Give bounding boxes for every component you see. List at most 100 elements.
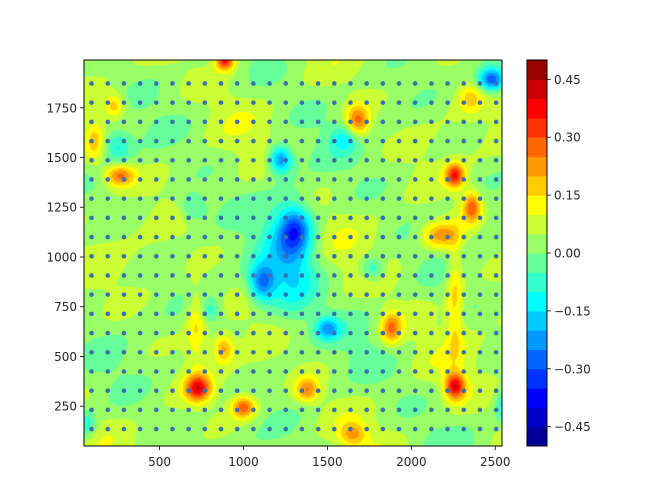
scatter-point — [153, 273, 159, 278]
plot-area — [83, 59, 503, 447]
scatter-point — [170, 369, 175, 374]
scatter-point — [461, 234, 467, 240]
scatter-point — [234, 330, 240, 336]
colorbar: −0.45 −0.30 −0.15 0.00 0.15 0.30 0.45 — [526, 59, 591, 447]
scatter-point — [186, 330, 191, 336]
scatter-point — [396, 157, 402, 163]
scatter-point — [186, 292, 191, 297]
scatter-point — [332, 81, 337, 86]
scatter-point — [251, 426, 256, 432]
scatter-point — [121, 369, 127, 374]
scatter-point — [461, 253, 467, 259]
scatter-point — [186, 369, 191, 374]
scatter-point — [364, 311, 369, 317]
colorbar-band — [527, 156, 547, 177]
scatter-point — [202, 119, 208, 125]
scatter-point — [170, 253, 175, 259]
scatter-point — [186, 196, 191, 201]
scatter-point — [186, 349, 191, 355]
colorbar-band — [527, 388, 547, 408]
scatter-point — [283, 177, 289, 182]
scatter-point — [364, 349, 369, 355]
scatter-point — [267, 100, 272, 105]
scatter-point — [315, 292, 321, 297]
scatter-point — [364, 81, 369, 86]
scatter-point — [461, 119, 467, 125]
scatter-point — [412, 388, 418, 393]
scatter-point — [477, 292, 483, 297]
scatter-point — [299, 311, 305, 317]
scatter-point — [137, 100, 143, 105]
scatter-point — [137, 407, 143, 413]
scatter-point — [267, 369, 272, 374]
scatter-point — [364, 100, 369, 105]
colorbar-band — [527, 137, 547, 157]
scatter-point — [202, 349, 208, 355]
scatter-point — [283, 273, 289, 278]
scatter-point — [493, 349, 499, 355]
scatter-point — [412, 177, 418, 182]
scatter-point — [186, 100, 191, 105]
scatter-point — [348, 100, 353, 105]
scatter-point — [251, 177, 256, 182]
scatter-point — [89, 311, 94, 317]
scatter-point — [234, 138, 240, 144]
scatter-point — [89, 215, 94, 221]
scatter-point — [445, 100, 450, 105]
scatter-point — [137, 138, 143, 144]
scatter-point — [267, 253, 272, 259]
scatter-point — [429, 273, 434, 278]
scatter-point — [380, 330, 386, 336]
scatter-point — [380, 100, 386, 105]
scatter-point — [283, 407, 289, 413]
scatter-point — [137, 311, 143, 317]
scatter-point — [267, 292, 272, 297]
scatter-point — [137, 157, 143, 163]
scatter-point — [202, 100, 208, 105]
scatter-point — [137, 292, 143, 297]
scatter-point — [170, 407, 175, 413]
scatter-point — [412, 273, 418, 278]
x-tick-label: 1500 — [312, 455, 343, 469]
scatter-point — [364, 388, 369, 393]
scatter-point — [283, 138, 289, 144]
scatter-point — [153, 196, 159, 201]
colorbar-band — [527, 330, 547, 350]
scatter-point — [380, 292, 386, 297]
scatter-point — [251, 369, 256, 374]
scatter-point — [105, 253, 111, 259]
scatter-point — [202, 273, 208, 278]
scatter-point — [445, 349, 450, 355]
colorbar-band — [527, 175, 547, 196]
scatter-point — [283, 234, 289, 240]
scatter-point — [121, 119, 127, 125]
scatter-point — [89, 81, 94, 86]
scatter-point — [493, 81, 499, 86]
contour-fill — [84, 60, 502, 446]
scatter-point — [445, 234, 450, 240]
scatter-point — [332, 157, 337, 163]
scatter-point — [429, 311, 434, 317]
scatter-point — [267, 234, 272, 240]
scatter-point — [299, 253, 305, 259]
scatter-point — [396, 196, 402, 201]
colorbar-tick-label: −0.15 — [554, 304, 591, 318]
scatter-point — [461, 177, 467, 182]
scatter-point — [364, 234, 369, 240]
scatter-point — [477, 100, 483, 105]
colorbar-tick-label: 0.30 — [554, 131, 581, 145]
scatter-point — [332, 349, 337, 355]
scatter-point — [218, 349, 224, 355]
scatter-point — [348, 292, 353, 297]
scatter-point — [493, 369, 499, 374]
scatter-point — [218, 253, 224, 259]
scatter-point — [170, 388, 175, 393]
scatter-point — [89, 119, 94, 125]
scatter-point — [218, 81, 224, 86]
scatter-point — [493, 426, 499, 432]
scatter-point — [137, 349, 143, 355]
scatter-point — [445, 196, 450, 201]
scatter-point — [477, 196, 483, 201]
scatter-point — [267, 196, 272, 201]
